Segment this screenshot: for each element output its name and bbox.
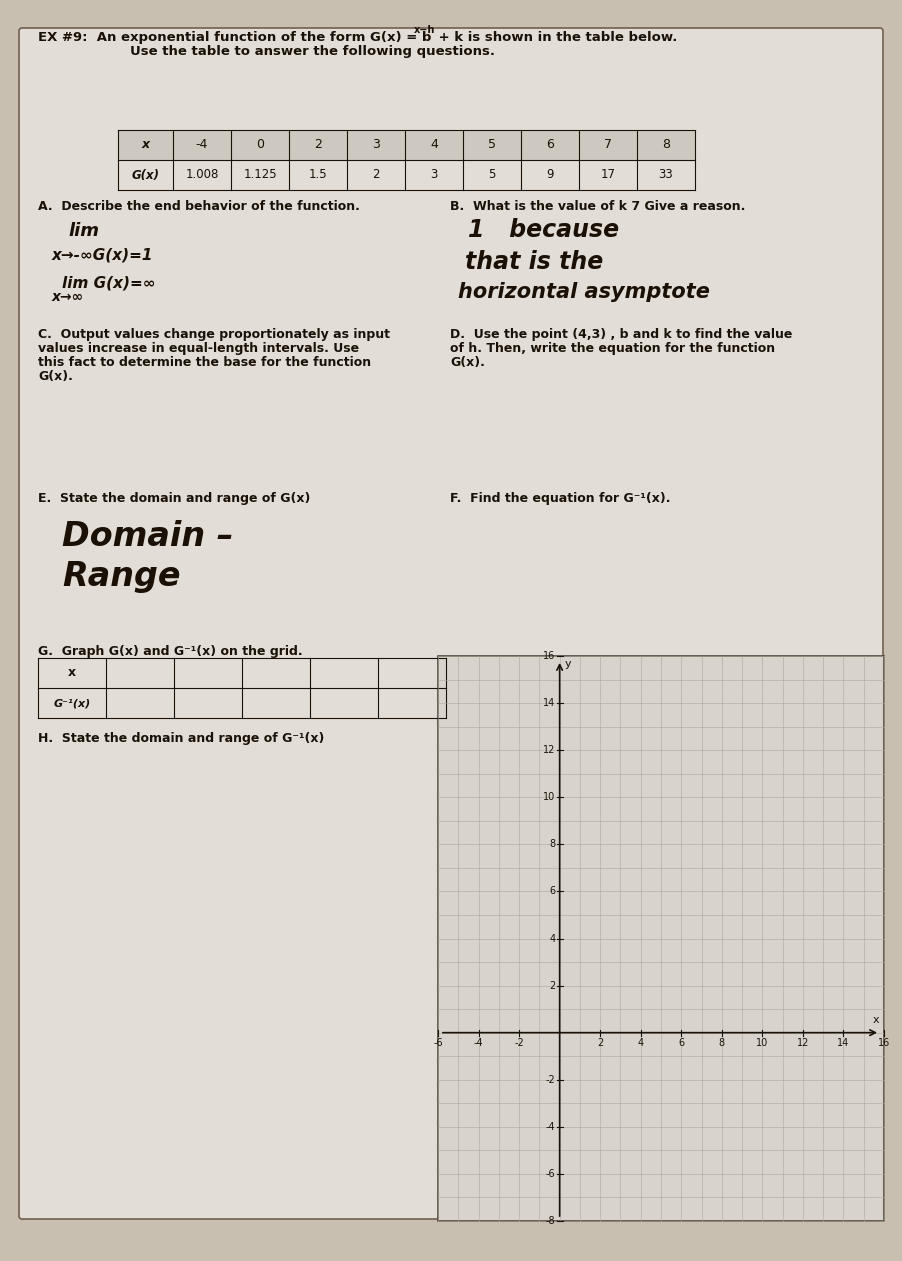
Text: G.  Graph G(x) and G⁻¹(x) on the grid.: G. Graph G(x) and G⁻¹(x) on the grid. xyxy=(38,644,303,658)
Text: 8: 8 xyxy=(662,139,670,151)
Text: 6: 6 xyxy=(546,139,554,151)
Text: D.  Use the point (4,3) , b and k to find the value: D. Use the point (4,3) , b and k to find… xyxy=(450,328,792,340)
Text: -4: -4 xyxy=(196,139,208,151)
Text: 9: 9 xyxy=(547,169,554,182)
Text: 8: 8 xyxy=(549,840,556,850)
Text: x→-∞G(x)=1: x→-∞G(x)=1 xyxy=(52,248,153,264)
Text: this fact to determine the base for the function: this fact to determine the base for the … xyxy=(38,356,371,369)
Text: 4: 4 xyxy=(549,933,556,943)
Text: G(x).: G(x). xyxy=(450,356,485,369)
Text: 10: 10 xyxy=(756,1038,769,1048)
Bar xyxy=(438,656,884,1221)
Text: 3: 3 xyxy=(430,169,437,182)
Text: 2: 2 xyxy=(314,139,322,151)
Text: 5: 5 xyxy=(488,139,496,151)
Text: B.  What is the value of k 7 Give a reason.: B. What is the value of k 7 Give a reaso… xyxy=(450,200,745,213)
Text: y: y xyxy=(565,660,571,670)
Text: x: x xyxy=(872,1015,879,1025)
Text: -2: -2 xyxy=(514,1038,524,1048)
Text: 12: 12 xyxy=(796,1038,809,1048)
Text: -4: -4 xyxy=(474,1038,483,1048)
Text: 12: 12 xyxy=(543,745,556,755)
Text: F.  Find the equation for G⁻¹(x).: F. Find the equation for G⁻¹(x). xyxy=(450,492,670,504)
Text: H.  State the domain and range of G⁻¹(x): H. State the domain and range of G⁻¹(x) xyxy=(38,731,325,745)
Text: -4: -4 xyxy=(546,1122,556,1132)
Text: G(x).: G(x). xyxy=(38,369,73,383)
Text: 4: 4 xyxy=(638,1038,644,1048)
Text: EX #9:  An exponential function of the form G(x) = b: EX #9: An exponential function of the fo… xyxy=(38,32,431,44)
Text: + k is shown in the table below.: + k is shown in the table below. xyxy=(434,32,677,44)
Text: 4: 4 xyxy=(430,139,438,151)
Text: 14: 14 xyxy=(837,1038,850,1048)
Text: Range: Range xyxy=(62,560,180,593)
Text: x: x xyxy=(142,139,150,151)
Text: -8: -8 xyxy=(546,1216,556,1226)
FancyBboxPatch shape xyxy=(19,28,883,1219)
Text: 16: 16 xyxy=(543,651,556,661)
Text: values increase in equal-length intervals. Use: values increase in equal-length interval… xyxy=(38,342,359,356)
Text: lim: lim xyxy=(68,222,99,240)
Text: 14: 14 xyxy=(543,699,556,709)
Text: 6: 6 xyxy=(549,886,556,897)
Text: 1.008: 1.008 xyxy=(185,169,218,182)
Text: Use the table to answer the following questions.: Use the table to answer the following qu… xyxy=(130,45,495,58)
Text: -6: -6 xyxy=(546,1169,556,1179)
Text: Domain –: Domain – xyxy=(62,520,234,554)
Text: 1.5: 1.5 xyxy=(308,169,327,182)
Text: 2: 2 xyxy=(549,981,556,991)
Text: x: x xyxy=(68,667,76,680)
Text: 5: 5 xyxy=(488,169,496,182)
Bar xyxy=(118,130,695,160)
Text: 1   because: 1 because xyxy=(468,218,619,242)
Text: C.  Output values change proportionately as input: C. Output values change proportionately … xyxy=(38,328,390,340)
Text: 6: 6 xyxy=(678,1038,685,1048)
Text: lim G(x)=∞: lim G(x)=∞ xyxy=(62,275,155,290)
Text: 16: 16 xyxy=(878,1038,890,1048)
Text: that is the: that is the xyxy=(465,250,603,274)
Text: 2: 2 xyxy=(373,169,380,182)
Text: -6: -6 xyxy=(433,1038,443,1048)
Text: A.  Describe the end behavior of the function.: A. Describe the end behavior of the func… xyxy=(38,200,360,213)
Text: of h. Then, write the equation for the function: of h. Then, write the equation for the f… xyxy=(450,342,775,356)
Text: G(x): G(x) xyxy=(132,169,160,182)
Text: 8: 8 xyxy=(719,1038,725,1048)
Text: horizontal asymptote: horizontal asymptote xyxy=(458,282,710,301)
Text: 17: 17 xyxy=(601,169,615,182)
Text: x−h: x−h xyxy=(414,25,436,35)
Text: E.  State the domain and range of G(x): E. State the domain and range of G(x) xyxy=(38,492,310,504)
Text: x→∞: x→∞ xyxy=(52,290,84,304)
Text: 33: 33 xyxy=(658,169,674,182)
Text: 10: 10 xyxy=(543,792,556,802)
Text: 3: 3 xyxy=(372,139,380,151)
Text: 1.125: 1.125 xyxy=(244,169,277,182)
Text: 0: 0 xyxy=(256,139,264,151)
Text: -2: -2 xyxy=(546,1074,556,1084)
Text: 2: 2 xyxy=(597,1038,603,1048)
Text: 7: 7 xyxy=(604,139,612,151)
Text: G⁻¹(x): G⁻¹(x) xyxy=(53,699,90,707)
